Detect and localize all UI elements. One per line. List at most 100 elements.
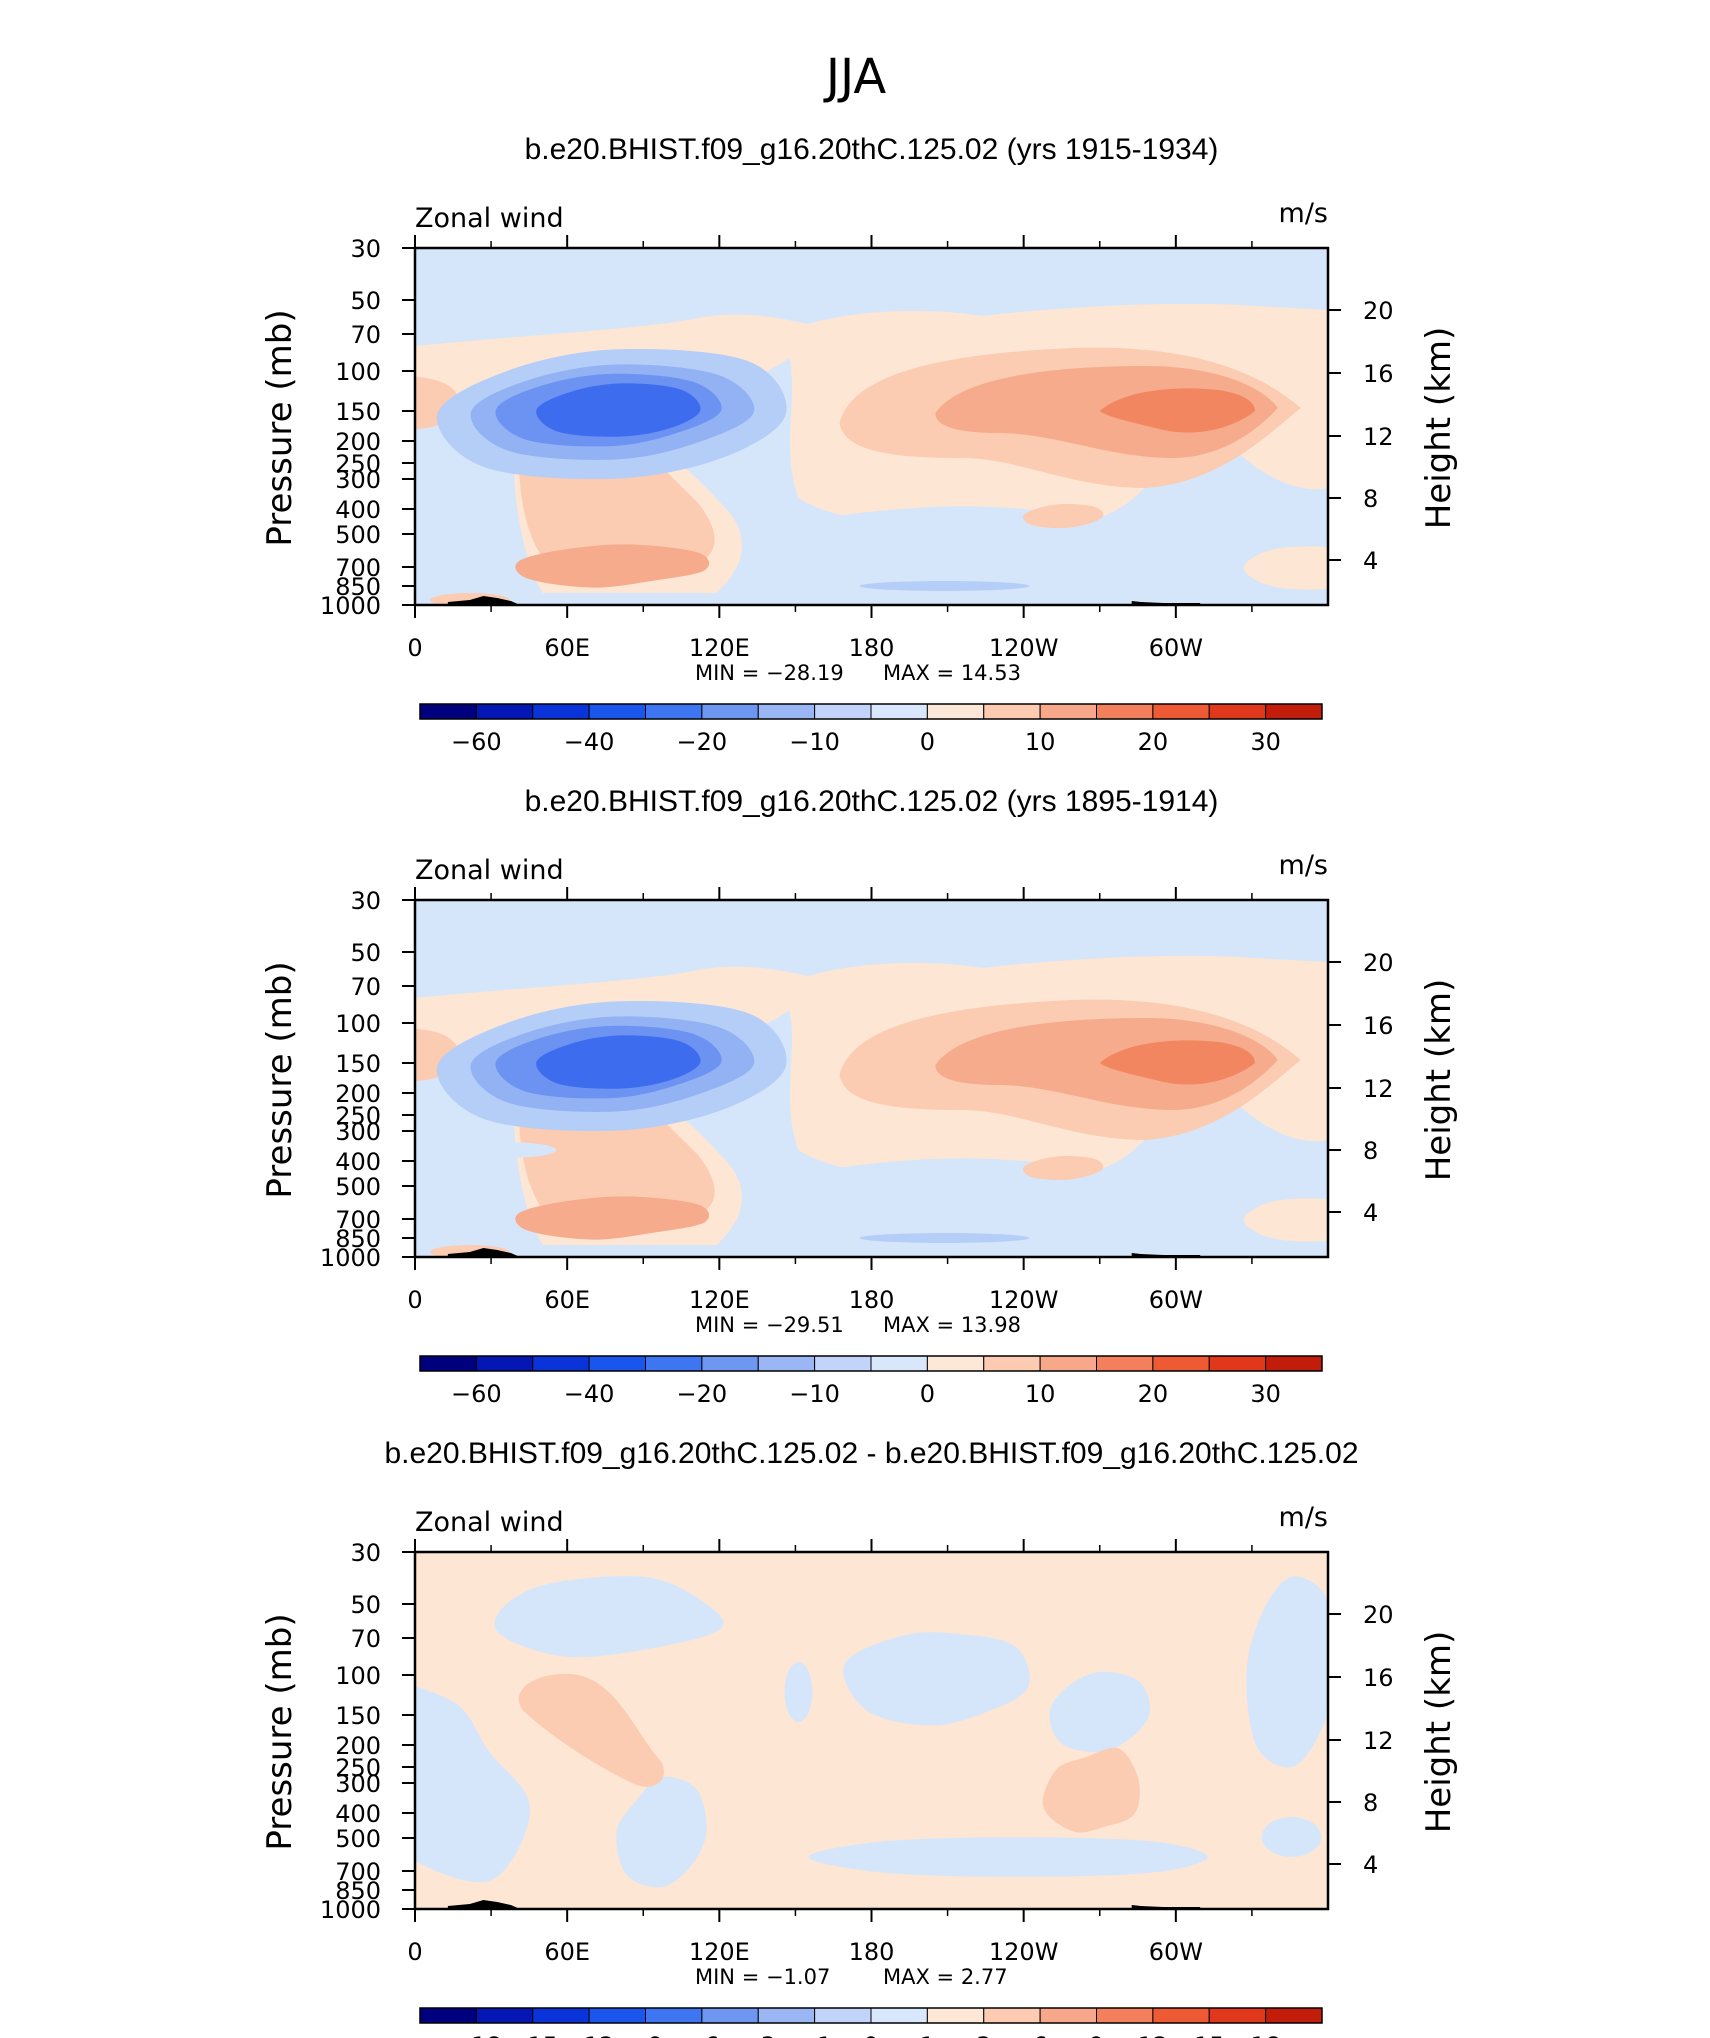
colorbar-box [870,703,928,720]
y-tick-label: 850 [335,1225,381,1253]
colorbar-label: 15 [1194,2032,1225,2038]
colorbar-box [983,1355,1041,1372]
colorbar-box [1265,703,1323,720]
diff-blue-lower-left [415,1686,531,1883]
y-tick-label: 700 [335,554,381,582]
y-tick-label: 50 [350,287,381,315]
topography-asia [447,1248,520,1257]
colorbar-label: 18 [1250,2032,1281,2038]
contour-salmon3-westerly [1099,1040,1255,1085]
colorbar-box [588,2007,646,2024]
y-tick-label: 300 [335,1770,381,1798]
colorbar-label: −60 [451,728,502,756]
colorbar-box [588,703,646,720]
panel-title: b.e20.BHIST.f09_g16.20thC.125.02 (yrs 18… [525,785,1219,818]
y-tick-label: 300 [335,1118,381,1146]
colorbar-label: 30 [1250,1380,1281,1408]
y-tick-label: 400 [335,496,381,524]
colorbar-box [1039,703,1097,720]
x-tick-label: 60E [544,1286,590,1314]
y-tick-label: 700 [335,1206,381,1234]
y-tick-label: 30 [350,235,381,263]
x-tick-label: 60W [1149,634,1203,662]
y-right-tick-label: 8 [1363,1789,1378,1817]
y-tick-label: 30 [350,1539,381,1567]
panel-right-string: m/s [1279,1502,1328,1533]
colorbar-box [983,2007,1041,2024]
y-right-tick-label: 12 [1363,423,1394,451]
y-tick-label: 70 [350,321,381,349]
y-tick-label: 250 [335,1754,381,1782]
diff-blue-upper-center [494,1576,724,1658]
y-axis-label: Pressure (mb) [260,1613,300,1850]
colorbar-label: 0 [920,728,935,756]
max-label: MAX = 13.98 [883,1313,1021,1337]
contour-blue4-easterly [536,383,701,437]
colorbar-label: 0 [863,2032,878,2038]
y-tick-label: 850 [335,573,381,601]
y-right-tick-label: 20 [1363,949,1394,977]
colorbar-label: −3 [741,2032,776,2038]
y-axis-label: Pressure (mb) [260,309,300,546]
y-right-tick-label: 8 [1363,1137,1378,1165]
colorbar-box [757,703,816,720]
y-tick-label: 100 [335,1662,381,1690]
colorbar-box [1152,1355,1210,1372]
colorbar-box [983,703,1041,720]
colorbar-label: −60 [451,1380,502,1408]
contour-peach-right [1243,1198,1328,1242]
colorbar-box [701,2007,759,2024]
colorbar-label: −18 [451,2032,502,2038]
y-tick-label: 70 [350,1625,381,1653]
colorbar-box [926,703,985,720]
colorbar-label: −40 [564,728,615,756]
colorbar-label: −1 [797,2032,832,2038]
panel-title: b.e20.BHIST.f09_g16.20thC.125.02 (yrs 19… [525,133,1219,166]
y-tick-label: 150 [335,1050,381,1078]
colorbar-label: 10 [1025,1380,1056,1408]
y-right-tick-label: 16 [1363,360,1394,388]
colorbar-frame [419,2007,1323,2024]
x-tick-label: 0 [407,634,422,662]
colorbar-box [532,1355,590,1372]
x-tick-label: 60E [544,1938,590,1966]
colorbar-box [588,1355,646,1372]
diff-blue-right-edge [1246,1576,1328,1768]
contour-variant-patch [456,1142,557,1158]
y-tick-label: 150 [335,1702,381,1730]
colorbar-label: 20 [1138,728,1169,756]
x-tick-label: 120E [689,1286,750,1314]
colorbar-label: −20 [677,728,728,756]
colorbar-box [870,2007,928,2024]
y-tick-label: 500 [335,521,381,549]
colorbar-frame [419,703,1323,720]
colorbar-box [532,703,590,720]
contour-blue-surface [859,1232,1030,1244]
min-label: MIN = −29.51 [695,1313,844,1337]
x-tick-label: 180 [849,1938,895,1966]
contour-field [415,248,1328,605]
colorbar-box [1096,703,1154,720]
y-right-tick-label: 4 [1363,547,1378,575]
y-right-tick-label: 8 [1363,485,1378,513]
colorbar-box [814,703,872,720]
colorbar-label: 0 [920,1380,935,1408]
y-tick-label: 30 [350,887,381,915]
colorbar-box [870,1355,928,1372]
y-tick-label: 500 [335,1173,381,1201]
colorbar-label: 20 [1138,1380,1169,1408]
topography-asia [447,1900,520,1909]
panel-3: b.e20.BHIST.f09_g16.20thC.125.02 - b.e20… [260,1437,1459,2038]
colorbar-box [814,2007,872,2024]
colorbar-box [645,1355,703,1372]
contour-peach-right [1243,546,1328,590]
figure-title: JJA [823,49,886,105]
x-tick-label: 180 [849,1286,895,1314]
panel-1: b.e20.BHIST.f09_g16.20thC.125.02 (yrs 19… [260,133,1459,756]
colorbar-label: −10 [789,728,840,756]
y-right-tick-label: 16 [1363,1012,1394,1040]
panel-left-string: Zonal wind [415,1507,564,1538]
colorbar-box [1096,2007,1154,2024]
colorbar-label: 9 [1089,2032,1104,2038]
y-tick-label: 1000 [320,592,381,620]
